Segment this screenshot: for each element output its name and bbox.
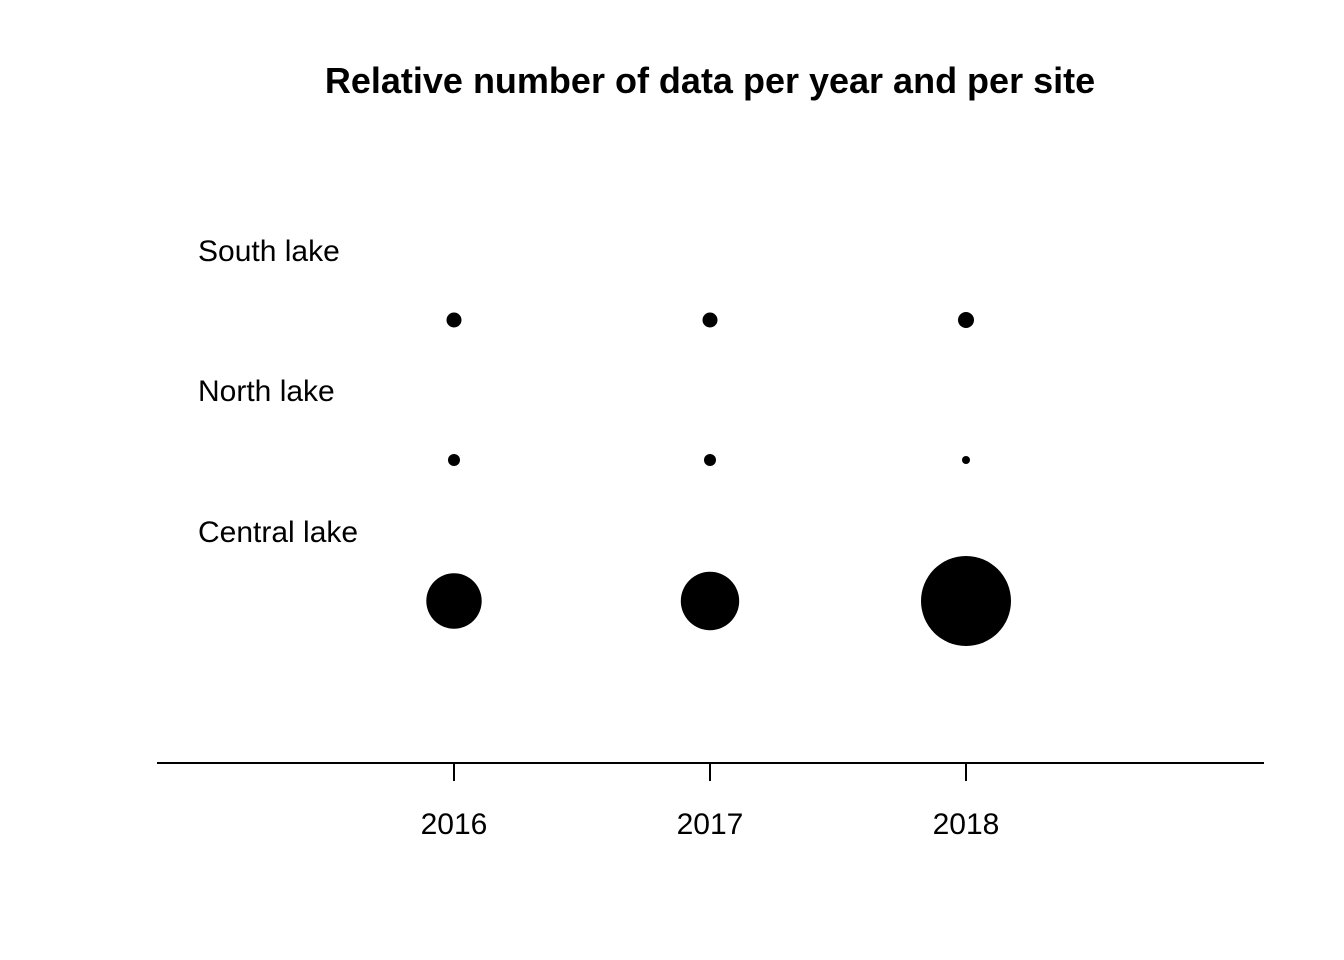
bubble-central-lake-2017 <box>680 571 740 631</box>
bubbles <box>426 312 1011 646</box>
bubble-south-lake-2016 <box>446 312 462 328</box>
chart-title: Relative number of data per year and per… <box>325 60 1095 101</box>
site-label-north-lake: North lake <box>198 375 335 408</box>
x-tick-label-2016: 2016 <box>421 808 488 841</box>
x-tick-label-2018: 2018 <box>933 808 1000 841</box>
site-label-south-lake: South lake <box>198 235 340 268</box>
site-label-central-lake: Central lake <box>198 516 358 549</box>
bubble-central-lake-2018 <box>921 556 1011 646</box>
bubble-north-lake-2017 <box>704 454 716 466</box>
x-axis: 2016 2017 2018 <box>157 762 1264 841</box>
bubble-north-lake-2018 <box>962 456 970 464</box>
bubble-south-lake-2018 <box>958 312 974 328</box>
bubble-south-lake-2017 <box>702 312 718 328</box>
bubble-north-lake-2016 <box>448 454 460 466</box>
bubble-central-lake-2016 <box>426 573 482 629</box>
site-labels: Central lake North lake South lake <box>198 235 358 549</box>
x-tick-label-2017: 2017 <box>677 808 744 841</box>
